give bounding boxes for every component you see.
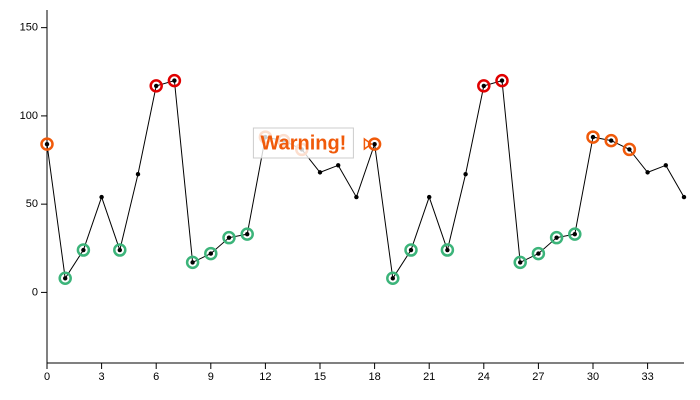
highlight-marker bbox=[477, 79, 491, 93]
highlight-marker bbox=[113, 243, 127, 257]
data-point bbox=[499, 78, 505, 83]
data-line bbox=[46, 79, 685, 280]
x-tick-label: 0 bbox=[44, 371, 50, 383]
data-point bbox=[336, 163, 341, 168]
data-point bbox=[81, 247, 86, 253]
data-point bbox=[62, 276, 68, 281]
x-tick-label: 21 bbox=[423, 371, 435, 383]
data-point bbox=[645, 170, 650, 175]
y-tick-label: 0 bbox=[32, 286, 38, 298]
data-point bbox=[154, 83, 159, 89]
data-point bbox=[518, 260, 523, 265]
x-tick-label: 15 bbox=[314, 371, 326, 383]
highlight-marker bbox=[440, 243, 455, 257]
annotation-text: Warning! bbox=[260, 132, 346, 154]
x-tick-label: 6 bbox=[153, 371, 159, 383]
data-point bbox=[463, 171, 468, 177]
highlight-marker bbox=[513, 255, 527, 270]
data-point bbox=[135, 171, 141, 177]
highlight-marker bbox=[204, 246, 218, 261]
highlight-marker bbox=[586, 130, 600, 144]
data-point bbox=[427, 194, 432, 200]
data-point bbox=[372, 141, 377, 147]
highlight-marker bbox=[76, 243, 91, 257]
annotation-box bbox=[252, 127, 354, 159]
data-point bbox=[44, 141, 50, 147]
y-tick-label: 150 bbox=[20, 22, 38, 34]
data-point bbox=[408, 247, 414, 253]
highlight-marker bbox=[404, 243, 418, 257]
data-point bbox=[481, 83, 486, 89]
highlight-marker bbox=[568, 227, 582, 241]
x-tick-label: 3 bbox=[99, 371, 105, 383]
x-tick-label: 33 bbox=[641, 371, 653, 383]
highlight-marker bbox=[495, 73, 509, 88]
data-point bbox=[99, 194, 104, 200]
data-point bbox=[208, 251, 213, 256]
data-point bbox=[609, 138, 614, 143]
data-point bbox=[590, 134, 596, 140]
annotation: Warning! bbox=[252, 127, 373, 159]
highlight-marker bbox=[58, 271, 72, 286]
highlight-marker bbox=[549, 230, 564, 245]
y-tick-label: 50 bbox=[26, 198, 38, 210]
data-point bbox=[445, 247, 450, 253]
data-point bbox=[190, 260, 195, 265]
highlight-marker bbox=[240, 227, 254, 241]
y-tick-label: 100 bbox=[20, 110, 38, 122]
data-point bbox=[572, 231, 577, 237]
x-tick-label: 30 bbox=[587, 371, 599, 383]
highlight-marker bbox=[40, 137, 54, 151]
data-point bbox=[663, 163, 668, 168]
highlight-marker bbox=[531, 246, 546, 261]
x-tick-label: 12 bbox=[259, 371, 271, 383]
data-point bbox=[172, 78, 177, 83]
highlight-marker bbox=[622, 142, 637, 157]
highlight-marker bbox=[367, 137, 382, 151]
data-point bbox=[226, 235, 232, 240]
x-tick-label: 27 bbox=[532, 371, 544, 383]
data-point bbox=[245, 231, 250, 237]
data-point bbox=[317, 170, 323, 175]
data-point bbox=[354, 194, 359, 200]
annotation-pointer bbox=[363, 137, 373, 151]
highlight-marker bbox=[167, 73, 182, 88]
data-point bbox=[554, 235, 559, 240]
highlight-marker bbox=[185, 255, 200, 270]
x-tick-label: 18 bbox=[368, 371, 380, 383]
highlight-marker bbox=[604, 133, 618, 148]
x-tick-label: 24 bbox=[478, 371, 490, 383]
highlight-marker bbox=[149, 79, 163, 93]
data-point bbox=[390, 276, 395, 281]
data-point bbox=[117, 247, 123, 253]
data-point bbox=[627, 147, 632, 152]
data-point bbox=[681, 194, 687, 200]
highlight-marker bbox=[386, 271, 400, 286]
highlight-marker bbox=[222, 230, 236, 245]
data-point bbox=[536, 251, 541, 256]
x-tick-label: 9 bbox=[208, 371, 214, 383]
